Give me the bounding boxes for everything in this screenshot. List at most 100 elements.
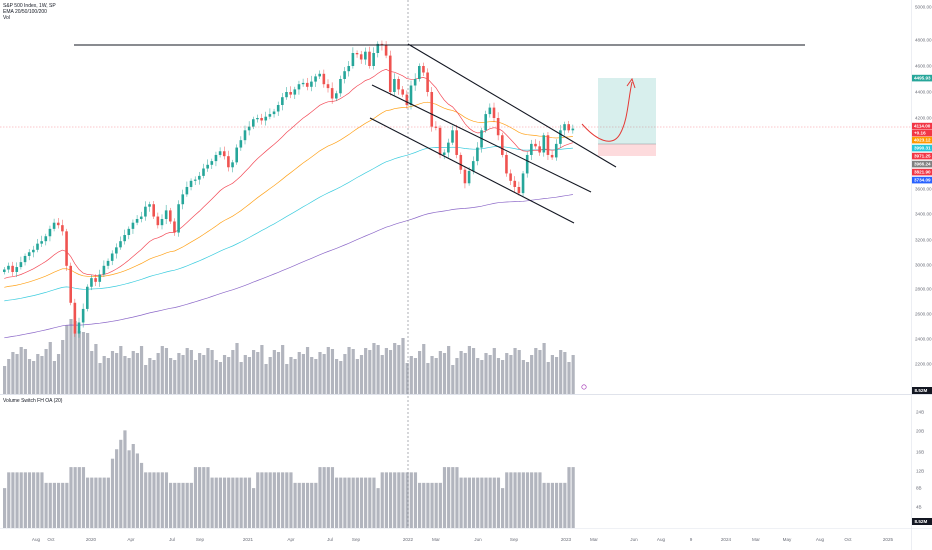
volume-switch-bar <box>401 472 405 528</box>
volume-switch-bar <box>36 472 40 528</box>
candle-body <box>359 54 363 60</box>
volume-switch-bar <box>492 477 496 528</box>
volume-bar <box>347 347 351 394</box>
price-tag-bg <box>912 176 932 184</box>
volume-bar <box>15 354 19 394</box>
volume-bar <box>156 353 160 394</box>
long-position-stop-zone[interactable] <box>598 144 656 156</box>
volume-bar <box>243 355 247 394</box>
candle-body <box>52 222 56 229</box>
volume-bar <box>388 350 393 394</box>
candle-body <box>69 265 72 303</box>
candle-body <box>218 151 222 155</box>
candle-body <box>418 66 421 79</box>
volume-bar <box>152 360 156 394</box>
candle-body <box>23 255 27 263</box>
volume-bar <box>571 355 575 394</box>
volume-switch-bar <box>542 482 546 528</box>
candle-body <box>81 308 85 323</box>
symbol-title[interactable]: S&P 500 Index, 1W, SP <box>3 3 56 9</box>
volume-switch-bar <box>252 488 256 528</box>
volume-switch-bar <box>335 477 339 528</box>
volume-switch-bar <box>521 472 525 528</box>
price-tag-bg <box>912 74 932 82</box>
candle-body <box>56 222 60 226</box>
price-tick-label: 4800.00 <box>915 38 932 43</box>
candle-body <box>355 53 359 55</box>
volume-switch-bar <box>434 482 438 528</box>
volume-bar <box>418 351 422 394</box>
volume-switch-bar <box>27 472 32 528</box>
volume-bar <box>459 351 463 394</box>
ema-indicator-label[interactable]: EMA 20/50/100/200 <box>3 9 47 15</box>
candle-body <box>15 267 19 272</box>
channel-middle-line[interactable] <box>371 84 592 193</box>
volume-bar <box>19 347 23 394</box>
volume-bar <box>52 361 56 394</box>
volume-bar <box>81 332 86 394</box>
candle-body <box>326 84 330 89</box>
volume-switch-bar <box>256 472 260 528</box>
price-tag-bg <box>912 168 932 176</box>
volume-bar <box>247 357 252 394</box>
volume-bar <box>3 366 7 394</box>
candle-body <box>567 124 570 131</box>
volume-switch-bar <box>343 477 347 528</box>
volume-switch-bar <box>44 482 48 528</box>
price-tag-label: 3990.31 <box>914 146 931 151</box>
volume-switch-bar <box>422 482 426 528</box>
candle-body <box>492 107 496 118</box>
candle-body <box>210 161 214 165</box>
volume-switch-title[interactable]: Volume Switch FH OA (20) <box>3 398 63 404</box>
projection-curve[interactable] <box>581 81 633 142</box>
candle-body <box>463 169 467 184</box>
volume-bar <box>131 351 135 394</box>
channel-lower-line[interactable] <box>369 117 575 224</box>
time-axis-label: Mar <box>432 537 440 542</box>
volume-bar <box>525 362 530 394</box>
volume-switch-bar <box>517 472 521 528</box>
volume-switch-bar <box>156 472 160 528</box>
volume-indicator-label[interactable]: Vol <box>3 15 10 21</box>
event-marker[interactable] <box>581 384 587 390</box>
volume-bar <box>517 350 521 394</box>
candle-body <box>467 170 471 184</box>
volume-bar <box>368 350 372 394</box>
price-tag-bg <box>912 129 932 137</box>
candle-body <box>442 152 446 155</box>
volume-bar <box>7 359 11 394</box>
volume-switch-bar <box>567 467 571 528</box>
volume-switch-bar <box>119 439 123 528</box>
time-axis-label: Jul <box>327 537 333 542</box>
candle-body <box>185 186 189 195</box>
volume-switch-bar <box>364 477 368 528</box>
candle-body <box>206 164 209 169</box>
candle-body <box>330 88 334 99</box>
candle-body <box>530 143 533 155</box>
candle-body <box>546 135 550 155</box>
candle-body <box>247 126 251 131</box>
volume-bar <box>343 354 347 394</box>
volume-badge-bg <box>912 387 932 394</box>
volume-switch-bar <box>301 482 305 528</box>
volume-switch-bar <box>513 472 517 528</box>
channel-upper-line[interactable] <box>407 43 617 168</box>
volume-switch-bar <box>405 472 409 528</box>
volume-bar <box>90 351 94 394</box>
volume-switch-bar <box>455 467 459 528</box>
candle-body <box>94 278 97 282</box>
volume-bar <box>27 359 32 394</box>
candle-body <box>513 180 517 187</box>
volume-switch-bar <box>380 472 384 528</box>
candle-body <box>496 118 500 136</box>
volume-switch-bar <box>530 472 534 528</box>
candle-body <box>148 204 151 207</box>
volume-switch-bar <box>77 467 81 528</box>
volume-switch-bar <box>305 482 310 528</box>
volume-switch-bar <box>281 472 285 528</box>
candle-body <box>289 92 292 95</box>
volume-bar <box>372 343 376 394</box>
volume-switch-bar <box>247 477 252 528</box>
